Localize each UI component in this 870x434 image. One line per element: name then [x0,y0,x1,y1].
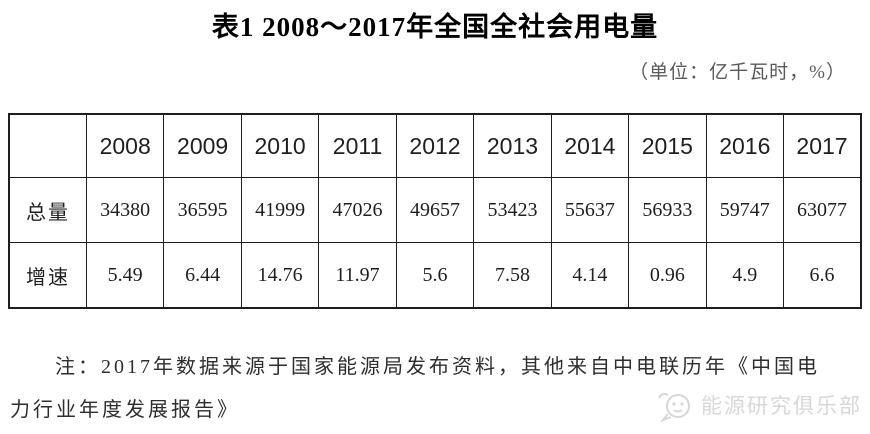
electricity-consumption-table: 2008 2009 2010 2011 2012 2013 2014 2015 … [8,113,862,309]
total-2008: 34380 [85,177,165,243]
year-header-2009: 2009 [163,113,242,178]
growth-2010: 14.76 [240,242,320,309]
year-header-2011: 2011 [318,113,397,178]
table-title: 表1 2008～2017年全国全社会用电量 [211,12,659,42]
corner-cell [8,113,87,178]
club-logo-icon [654,388,694,422]
year-header-2010: 2010 [240,113,320,178]
growth-2009: 6.44 [163,242,242,309]
total-2010: 41999 [240,177,320,243]
total-2016: 59747 [705,177,785,243]
growth-2016: 4.9 [705,242,785,309]
year-header-2017: 2017 [783,113,862,178]
table-row-growth: 增速 5.49 6.44 14.76 11.97 5.6 7.58 4.14 0… [8,242,862,309]
unit-label: （单位：亿千瓦时，%） [629,62,846,83]
watermark: 能源研究俱乐部 [654,388,862,422]
growth-2011: 11.97 [318,242,397,309]
growth-2013: 7.58 [473,242,552,309]
total-2009: 36595 [163,177,242,243]
total-2013: 53423 [473,177,552,243]
table-header-row: 2008 2009 2010 2011 2012 2013 2014 2015 … [8,113,862,178]
year-header-2015: 2015 [628,113,707,178]
year-header-2012: 2012 [395,113,475,178]
total-2017: 63077 [783,177,862,243]
table-note: 注：2017年数据来源于国家能源局发布资料，其他来自中电联历年《中国电 力行业年… [10,346,860,432]
growth-2008: 5.49 [85,242,165,309]
growth-2014: 4.14 [550,242,630,309]
note-line-2: 力行业年度发展报告》 [10,399,240,421]
table-row-total: 总量 34380 36595 41999 47026 49657 53423 5… [8,177,862,243]
year-header-2013: 2013 [473,113,552,178]
growth-2017: 6.6 [783,242,862,309]
year-header-2016: 2016 [705,113,785,178]
total-2015: 56933 [628,177,707,243]
row-label-growth: 增速 [8,242,87,309]
row-label-total: 总量 [8,177,87,243]
growth-2015: 0.96 [628,242,707,309]
year-header-2014: 2014 [550,113,630,178]
total-2014: 55637 [550,177,630,243]
note-line-1: 注：2017年数据来源于国家能源局发布资料，其他来自中电联历年《中国电 [55,356,820,378]
total-2011: 47026 [318,177,397,243]
year-header-2008: 2008 [85,113,165,178]
total-2012: 49657 [395,177,475,243]
watermark-label: 能源研究俱乐部 [701,395,862,418]
growth-2012: 5.6 [395,242,475,309]
